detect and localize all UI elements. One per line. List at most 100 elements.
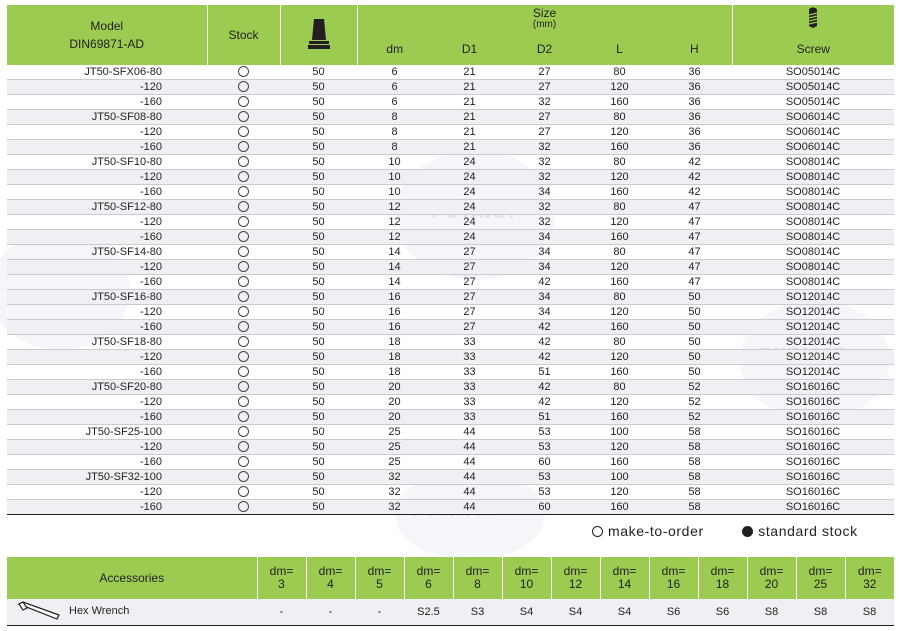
make-to-order-icon [238,110,249,122]
holder-header [280,5,358,65]
d2-cell: 27 [507,65,582,80]
h-cell: 36 [657,79,733,95]
dm-cell: 32 [357,469,432,485]
table-row: -160 50 14 27 42 160 47 SO08014C [7,274,895,290]
make-to-order-icon [238,170,249,182]
d2-cell: 34 [507,244,582,260]
model-cell: JT50-SFX06-80 [7,65,207,80]
hex-wrench-size-cell: S8 [796,599,845,626]
dm-cell: 16 [357,319,432,335]
make-to-order-icon [238,215,249,227]
screw-cell: SO12014C [732,304,895,320]
filled-circle-icon [742,525,754,537]
screw-cell: SO08014C [732,259,895,275]
l-cell: 160 [582,364,657,380]
model-cell: JT50-SF18-80 [7,334,207,350]
dm-cell: 20 [357,394,432,410]
model-cell: -160 [7,409,207,425]
d1-header: D1 [432,33,507,65]
d1-cell: 21 [432,109,507,125]
d2-cell: 32 [507,199,582,215]
holder-size-cell: 50 [280,439,357,455]
h-cell: 58 [657,424,733,440]
stock-cell [207,319,280,335]
h-cell: 50 [657,349,733,365]
l-cell: 120 [582,259,657,275]
model-cell: -120 [7,124,207,140]
d1-cell: 21 [432,124,507,140]
accessory-dm-header: dm= 32 [845,557,894,599]
screw-cell: SO16016C [732,469,895,485]
make-to-order-icon [238,335,249,347]
make-to-order-icon [238,365,249,377]
table-row: -120 50 8 21 27 120 36 SO06014C [7,124,895,140]
l-cell: 120 [582,349,657,365]
l-cell: 160 [582,409,657,425]
screw-icon [809,7,818,28]
dm-cell: 12 [357,214,432,230]
d1-cell: 21 [432,65,507,80]
table-row: -120 50 10 24 32 120 42 SO08014C [7,169,895,185]
model-cell: -120 [7,214,207,230]
dm-cell: 14 [357,259,432,275]
d1-cell: 33 [432,364,507,380]
accessory-dm-header: dm= 14 [600,557,650,599]
d2-cell: 42 [507,379,582,395]
model-cell: -120 [7,484,207,500]
h-cell: 58 [657,469,733,485]
holder-size-cell: 50 [280,499,357,515]
l-cell: 80 [582,379,657,395]
table-row: -120 50 14 27 34 120 47 SO08014C [7,259,895,275]
make-to-order-icon [238,155,249,167]
make-to-order-icon [238,200,249,212]
model-cell: -160 [7,319,207,335]
stock-cell [207,409,280,425]
holder-size-cell: 50 [280,65,357,80]
dm-cell: 18 [357,349,432,365]
model-cell: -120 [7,169,207,185]
model-cell: -160 [7,364,207,380]
holder-size-cell: 50 [280,79,357,95]
hex-wrench-size-cell: S4 [502,599,551,626]
make-to-order-icon [238,275,249,287]
screw-cell: SO12014C [732,319,895,335]
d2-cell: 42 [507,394,582,410]
stock-cell [207,169,280,185]
d1-cell: 24 [432,199,507,215]
h-cell: 36 [657,124,733,140]
dm-cell: 16 [357,304,432,320]
hex-wrench-size-cell: S2.5 [404,599,453,626]
d1-cell: 24 [432,229,507,245]
h-cell: 52 [657,409,733,425]
l-cell: 80 [582,334,657,350]
model-header: Model DIN69871-AD [7,5,208,65]
d2-cell: 32 [507,169,582,185]
make-to-order-icon [238,260,249,272]
stock-cell [207,199,280,215]
stock-cell [207,79,280,95]
stock-header: Stock [207,5,281,65]
table-row: JT50-SF32-100 50 32 44 53 100 58 SO16016C [7,469,895,485]
d1-cell: 27 [432,244,507,260]
h-cell: 58 [657,454,733,470]
d1-cell: 44 [432,424,507,440]
holder-size-cell: 50 [280,199,357,215]
l-cell: 160 [582,274,657,290]
model-cell: JT50-SF08-80 [7,109,207,125]
d2-cell: 51 [507,409,582,425]
stock-cell [207,154,280,170]
h-cell: 47 [657,259,733,275]
d2-cell: 34 [507,184,582,200]
make-to-order-icon [238,320,249,332]
accessory-dm-header: dm= 5 [355,557,405,599]
h-cell: 52 [657,394,733,410]
holder-size-cell: 50 [280,154,357,170]
d2-cell: 34 [507,289,582,305]
holder-size-cell: 50 [280,364,357,380]
d2-cell: 32 [507,94,582,110]
model-cell: -120 [7,304,207,320]
table-row: -160 50 16 27 42 160 50 SO12014C [7,319,895,335]
screw-cell: SO08014C [732,154,895,170]
d2-cell: 42 [507,334,582,350]
d1-cell: 27 [432,259,507,275]
